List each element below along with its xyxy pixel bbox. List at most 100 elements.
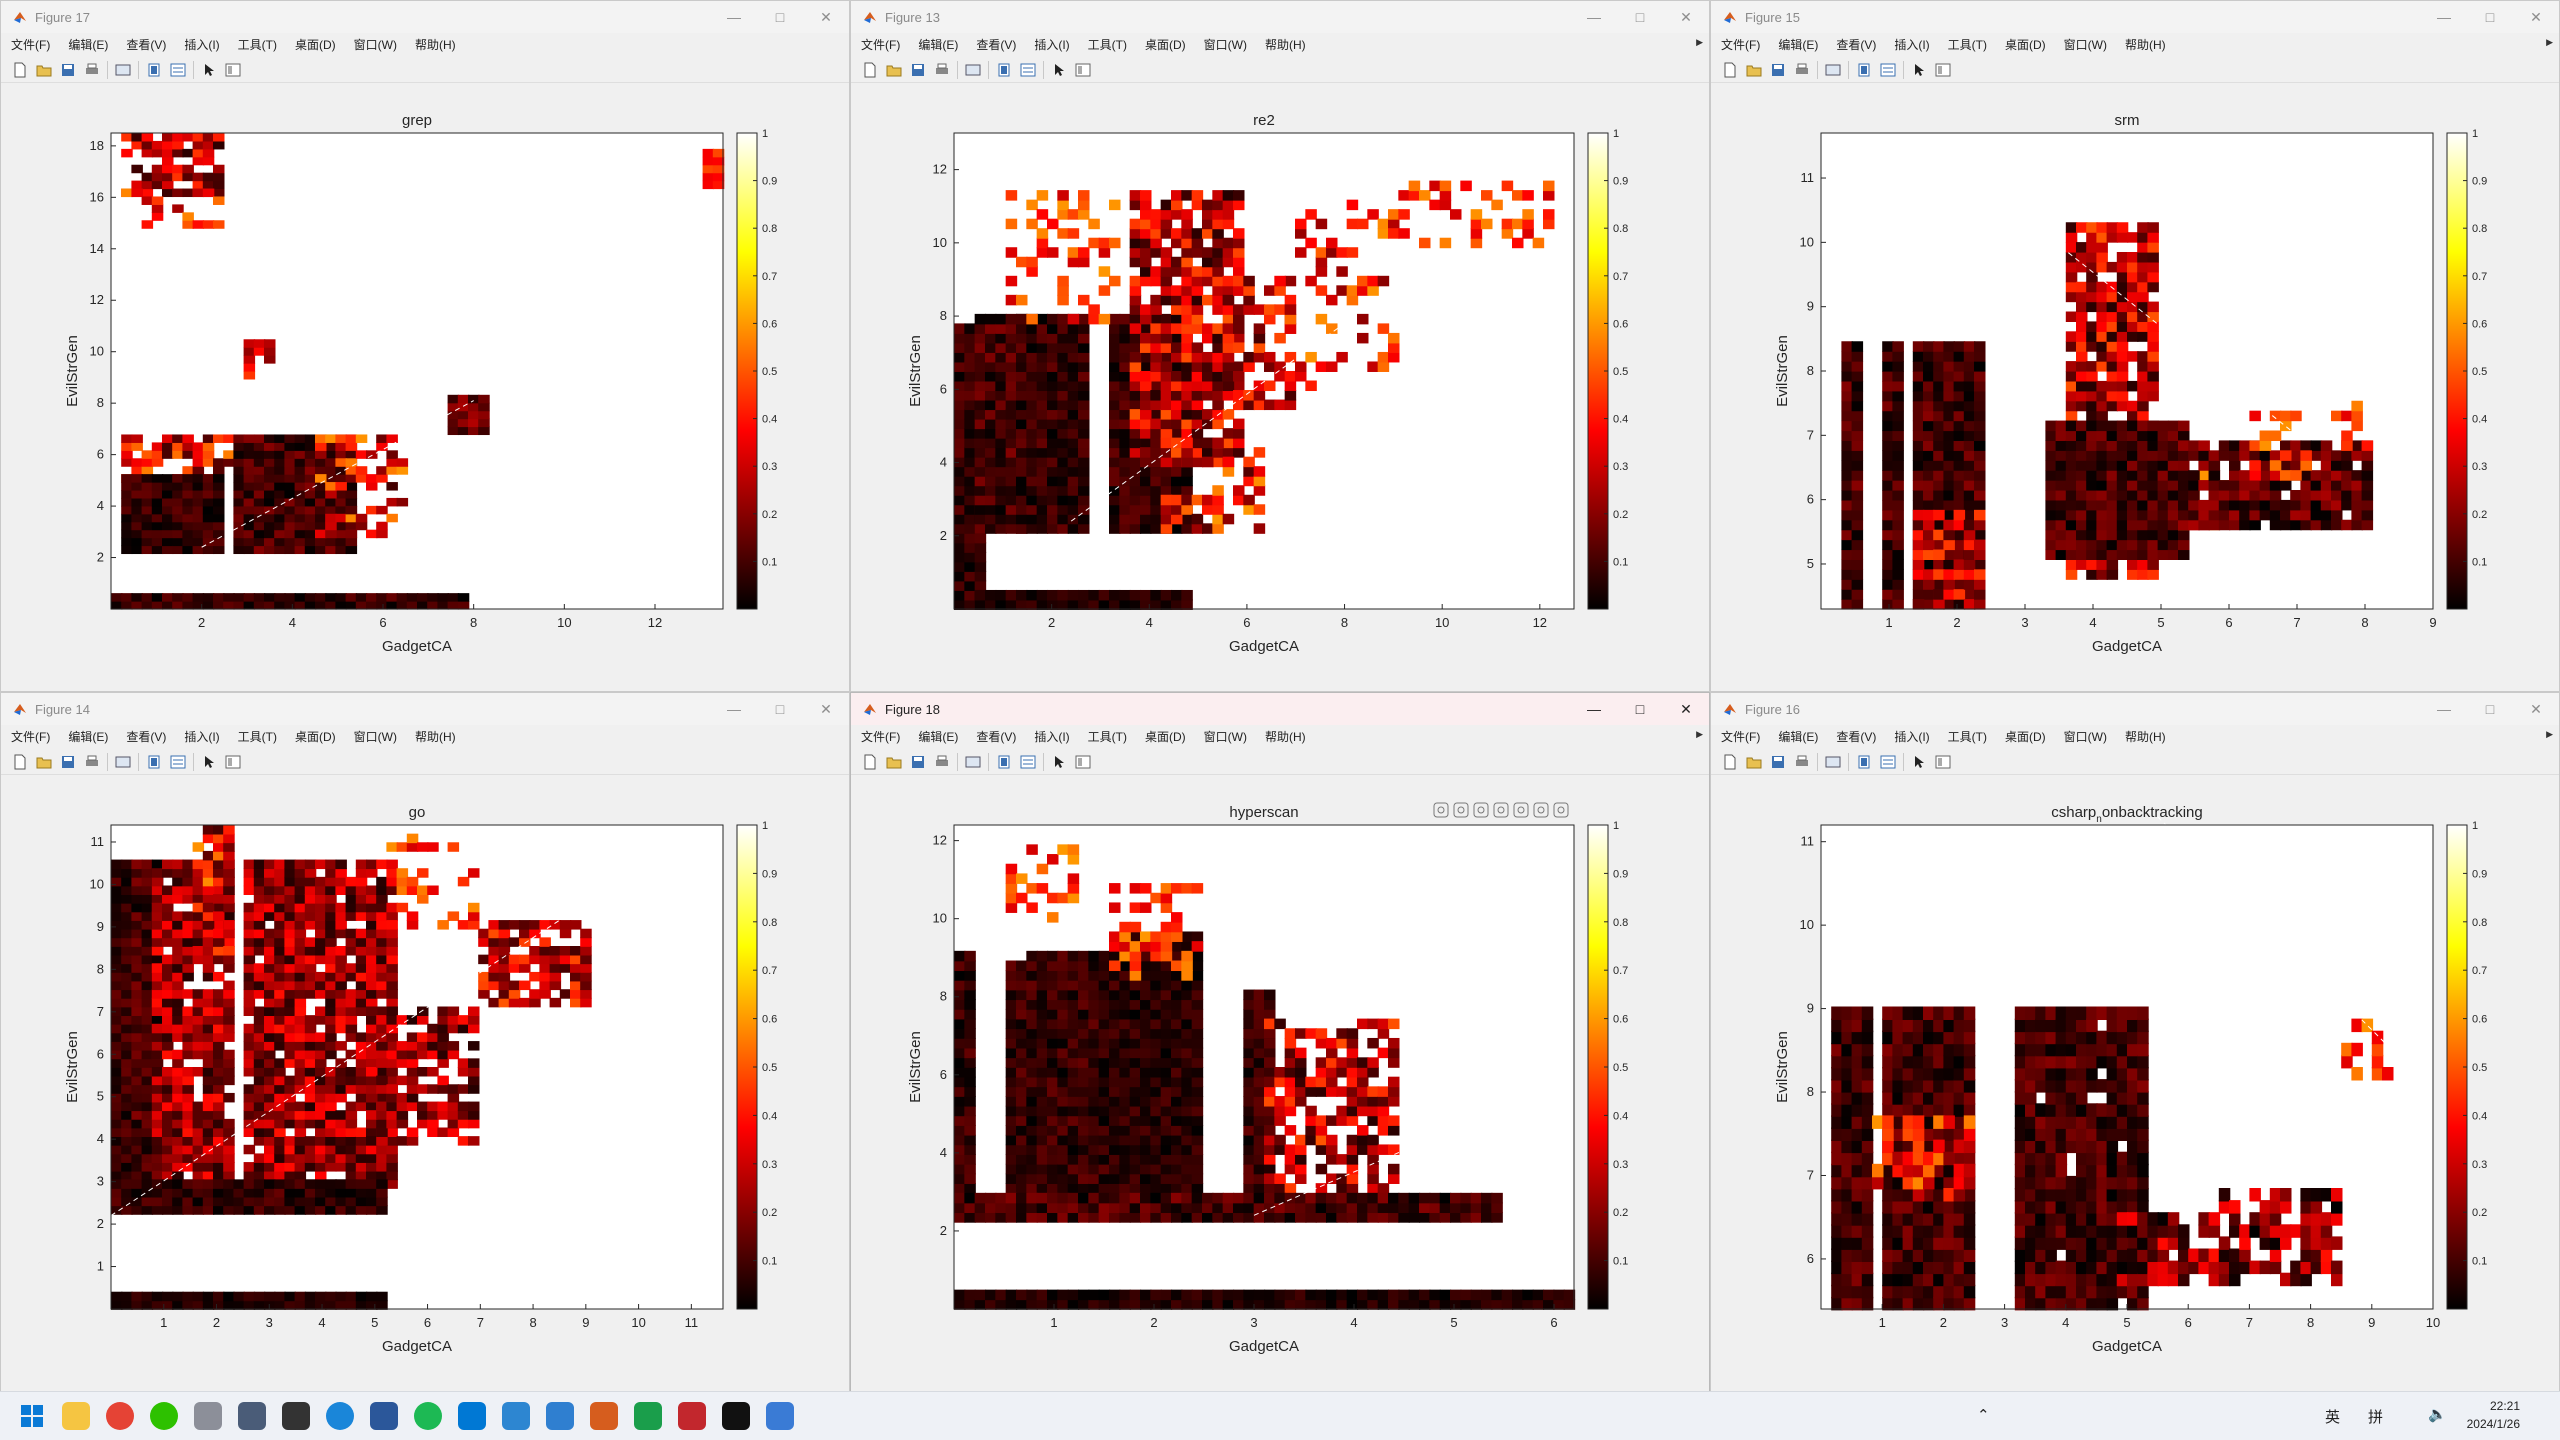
menu-help[interactable]: 帮助(H) — [414, 729, 456, 744]
menu-desktop[interactable]: 桌面(D) — [2004, 37, 2046, 52]
maximize-button[interactable]: □ — [2485, 9, 2495, 25]
new-file-icon[interactable] — [861, 61, 879, 79]
menu-help[interactable]: 帮助(H) — [1264, 37, 1306, 52]
close-button[interactable]: ✕ — [820, 8, 832, 25]
menu-edit[interactable]: 编辑(E) — [918, 37, 959, 52]
close-button[interactable]: ✕ — [1680, 700, 1692, 717]
print-icon[interactable] — [83, 753, 101, 771]
menu-overflow-icon[interactable]: ▶ — [1696, 729, 1703, 739]
menu-insert[interactable]: 插入(I) — [1894, 37, 1930, 52]
figure-window-13[interactable]: Figure 13 — □ ✕ 文件(F) 编辑(E) 查看(V) 插入(I) … — [850, 0, 1710, 692]
menu-overflow-icon[interactable]: ▶ — [1696, 37, 1703, 47]
menu-edit[interactable]: 编辑(E) — [68, 729, 109, 744]
pointer-icon[interactable] — [200, 753, 218, 771]
insert-colorbar-icon[interactable] — [145, 61, 163, 79]
menu-window[interactable]: 窗口(W) — [1203, 729, 1247, 744]
title-bar[interactable]: Figure 13 — □ ✕ — [851, 1, 1709, 33]
menu-view[interactable]: 查看(V) — [976, 37, 1017, 52]
insert-legend-icon[interactable] — [169, 753, 187, 771]
link-plot-icon[interactable] — [964, 61, 982, 79]
print-icon[interactable] — [933, 753, 951, 771]
menu-insert[interactable]: 插入(I) — [1034, 729, 1070, 744]
menu-file[interactable]: 文件(F) — [861, 729, 901, 744]
figure-canvas[interactable]: 1 2 3 4 5 624681012GadgetCAEvilStrGenhypersca… — [851, 775, 1710, 1392]
insert-colorbar-icon[interactable] — [145, 753, 163, 771]
open-folder-icon[interactable] — [885, 61, 903, 79]
figure-canvas[interactable]: 2 4 6 8 10 1224681012141618GadgetCAEvilStrGen… — [1, 83, 850, 692]
open-folder-icon[interactable] — [35, 61, 53, 79]
menu-help[interactable]: 帮助(H) — [1264, 729, 1306, 744]
minimize-button[interactable]: — — [727, 9, 741, 25]
menu-edit[interactable]: 编辑(E) — [68, 37, 109, 52]
maximize-button[interactable]: □ — [1635, 9, 1645, 25]
figure-window-18[interactable]: Figure 18 — □ ✕ 文件(F) 编辑(E) 查看(V) 插入(I) … — [850, 692, 1710, 1392]
insert-colorbar-icon[interactable] — [1855, 61, 1873, 79]
new-file-icon[interactable] — [11, 61, 29, 79]
figure-window-15[interactable]: Figure 15 — □ ✕ 文件(F) 编辑(E) 查看(V) 插入(I) … — [1710, 0, 2560, 692]
pointer-icon[interactable] — [1050, 61, 1068, 79]
figure-canvas[interactable]: 1 2 3 4 5 6 7 8 9567891011GadgetCAEvilStrGensrm1… — [1711, 83, 2560, 692]
title-bar[interactable]: Figure 17 — □ ✕ — [1, 1, 849, 33]
open-folder-icon[interactable] — [1745, 61, 1763, 79]
figure-canvas[interactable]: 2 4 6 8 10 1224681012GadgetCAEvilStrGenre210.… — [851, 83, 1710, 692]
insert-legend-icon[interactable] — [169, 61, 187, 79]
link-plot-icon[interactable] — [114, 753, 132, 771]
save-icon[interactable] — [909, 61, 927, 79]
property-inspector-icon[interactable] — [224, 61, 242, 79]
insert-legend-icon[interactable] — [1019, 61, 1037, 79]
maximize-button[interactable]: □ — [1635, 701, 1645, 717]
figure-window-17[interactable]: Figure 17 — □ ✕ 文件(F) 编辑(E) 查看(V) 插入(I) … — [0, 0, 850, 692]
menu-file[interactable]: 文件(F) — [11, 37, 51, 52]
minimize-button[interactable]: — — [727, 701, 741, 717]
title-bar[interactable]: Figure 14 — □ ✕ — [1, 693, 849, 725]
save-icon[interactable] — [1769, 61, 1787, 79]
insert-colorbar-icon[interactable] — [995, 61, 1013, 79]
new-file-icon[interactable] — [11, 753, 29, 771]
link-plot-icon[interactable] — [1824, 61, 1842, 79]
maximize-button[interactable]: □ — [775, 9, 785, 25]
property-inspector-icon[interactable] — [224, 753, 242, 771]
menu-window[interactable]: 窗口(W) — [2063, 37, 2107, 52]
property-inspector-icon[interactable] — [1074, 753, 1092, 771]
menu-file[interactable]: 文件(F) — [11, 729, 51, 744]
pointer-icon[interactable] — [1910, 61, 1928, 79]
insert-legend-icon[interactable] — [1019, 753, 1037, 771]
close-button[interactable]: ✕ — [2530, 8, 2542, 25]
menu-edit[interactable]: 编辑(E) — [1778, 37, 1819, 52]
figure-canvas[interactable]: 1 2 3 4 5 6 7 8 9 10 111234567891011GadgetCAEvilSt… — [1, 775, 850, 1392]
menu-edit[interactable]: 编辑(E) — [918, 729, 959, 744]
menu-tools[interactable]: 工具(T) — [1087, 729, 1127, 744]
menu-insert[interactable]: 插入(I) — [184, 729, 220, 744]
menu-tools[interactable]: 工具(T) — [237, 37, 277, 52]
insert-legend-icon[interactable] — [1879, 61, 1897, 79]
menu-help[interactable]: 帮助(H) — [414, 37, 456, 52]
menu-view[interactable]: 查看(V) — [126, 37, 167, 52]
save-icon[interactable] — [59, 753, 77, 771]
print-icon[interactable] — [1793, 61, 1811, 79]
save-icon[interactable] — [909, 753, 927, 771]
save-icon[interactable] — [59, 61, 77, 79]
minimize-button[interactable]: — — [1587, 701, 1601, 717]
menu-desktop[interactable]: 桌面(D) — [1144, 729, 1186, 744]
menu-help[interactable]: 帮助(H) — [2124, 37, 2166, 52]
new-file-icon[interactable] — [861, 753, 879, 771]
new-file-icon[interactable] — [1721, 61, 1739, 79]
close-button[interactable]: ✕ — [1680, 8, 1692, 25]
menu-overflow-icon[interactable]: ▶ — [2546, 37, 2553, 47]
property-inspector-icon[interactable] — [1934, 61, 1952, 79]
pointer-icon[interactable] — [1050, 753, 1068, 771]
menu-tools[interactable]: 工具(T) — [1087, 37, 1127, 52]
link-plot-icon[interactable] — [964, 753, 982, 771]
pointer-icon[interactable] — [200, 61, 218, 79]
property-inspector-icon[interactable] — [1074, 61, 1092, 79]
menu-insert[interactable]: 插入(I) — [184, 37, 220, 52]
maximize-button[interactable]: □ — [775, 701, 785, 717]
title-bar[interactable]: Figure 15 — □ ✕ — [1711, 1, 2559, 33]
close-button[interactable]: ✕ — [820, 700, 832, 717]
menu-insert[interactable]: 插入(I) — [1034, 37, 1070, 52]
insert-colorbar-icon[interactable] — [995, 753, 1013, 771]
menu-view[interactable]: 查看(V) — [976, 729, 1017, 744]
menu-tools[interactable]: 工具(T) — [237, 729, 277, 744]
menu-desktop[interactable]: 桌面(D) — [294, 729, 336, 744]
menu-desktop[interactable]: 桌面(D) — [294, 37, 336, 52]
